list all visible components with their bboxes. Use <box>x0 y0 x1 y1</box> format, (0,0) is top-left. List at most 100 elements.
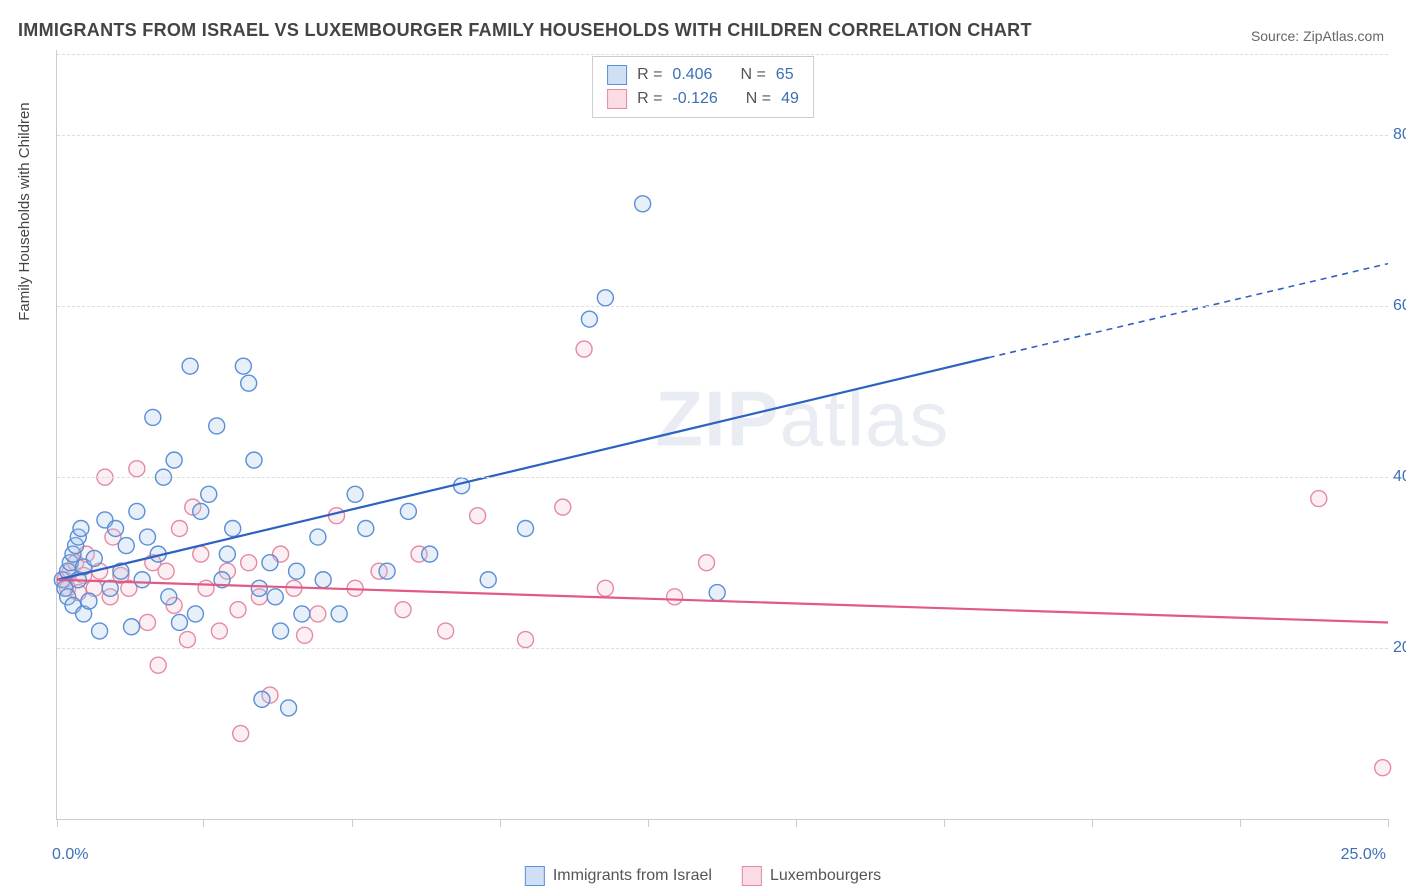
series-legend: Immigrants from Israel Luxembourgers <box>525 866 881 886</box>
data-point <box>140 614 156 630</box>
data-point <box>209 418 225 434</box>
data-point <box>438 623 454 639</box>
data-point <box>699 555 715 571</box>
legend-row-israel: R = 0.406 N = 65 <box>607 63 799 87</box>
data-point <box>158 563 174 579</box>
data-point <box>198 580 214 596</box>
data-point <box>581 311 597 327</box>
data-point <box>1311 491 1327 507</box>
legend-label-lux: Luxembourgers <box>770 867 881 885</box>
data-point <box>422 546 438 562</box>
legend-item-lux: Luxembourgers <box>742 866 881 886</box>
data-point <box>347 486 363 502</box>
swatch-israel <box>525 866 545 886</box>
data-point <box>145 409 161 425</box>
data-point <box>331 606 347 622</box>
data-point <box>667 589 683 605</box>
gridline <box>57 135 1388 136</box>
data-point <box>254 691 270 707</box>
data-point <box>310 606 326 622</box>
data-point <box>297 627 313 643</box>
data-point <box>187 606 203 622</box>
data-point <box>193 546 209 562</box>
data-point <box>81 593 97 609</box>
data-point <box>129 461 145 477</box>
data-point <box>108 520 124 536</box>
data-point <box>241 375 257 391</box>
data-point <box>635 196 651 212</box>
gridline <box>57 306 1388 307</box>
correlation-legend: R = 0.406 N = 65 R = -0.126 N = 49 <box>592 56 814 118</box>
trend-line-israel <box>57 358 989 580</box>
n-value-lux: 49 <box>781 90 799 108</box>
n-label: N = <box>740 66 765 84</box>
trend-line-israel-extrapolated <box>989 264 1388 358</box>
y-axis-title: Family Households with Children <box>16 102 33 320</box>
data-point <box>597 580 613 596</box>
data-point <box>193 503 209 519</box>
data-point <box>480 572 496 588</box>
chart-title: IMMIGRANTS FROM ISRAEL VS LUXEMBOURGER F… <box>18 20 1032 41</box>
scatter-plot-svg <box>57 50 1388 819</box>
data-point <box>150 657 166 673</box>
swatch-lux <box>607 89 627 109</box>
x-tick <box>1388 819 1389 827</box>
gridline <box>57 477 1388 478</box>
data-point <box>454 478 470 494</box>
data-point <box>400 503 416 519</box>
data-point <box>246 452 262 468</box>
data-point <box>129 503 145 519</box>
x-tick <box>500 819 501 827</box>
data-point <box>597 290 613 306</box>
data-point <box>518 520 534 536</box>
data-point <box>518 632 534 648</box>
x-tick <box>1092 819 1093 827</box>
x-tick <box>352 819 353 827</box>
data-point <box>315 572 331 588</box>
data-point <box>555 499 571 515</box>
data-point <box>251 580 267 596</box>
n-value-israel: 65 <box>776 66 794 84</box>
data-point <box>118 538 134 554</box>
data-point <box>230 602 246 618</box>
data-point <box>225 520 241 536</box>
data-point <box>294 606 310 622</box>
data-point <box>140 529 156 545</box>
data-point <box>86 550 102 566</box>
data-point <box>166 452 182 468</box>
gridline <box>57 54 1388 55</box>
x-tick <box>1240 819 1241 827</box>
chart-plot-area: ZIPatlas 20.0%40.0%60.0%80.0% <box>56 50 1388 820</box>
y-tick-label: 80.0% <box>1393 126 1406 144</box>
y-tick-label: 40.0% <box>1393 468 1406 486</box>
data-point <box>395 602 411 618</box>
data-point <box>576 341 592 357</box>
data-point <box>211 623 227 639</box>
swatch-israel <box>607 65 627 85</box>
y-tick-label: 20.0% <box>1393 639 1406 657</box>
data-point <box>310 529 326 545</box>
data-point <box>267 589 283 605</box>
data-point <box>179 632 195 648</box>
data-point <box>281 700 297 716</box>
data-point <box>171 614 187 630</box>
data-point <box>241 555 257 571</box>
x-axis-max-label: 25.0% <box>1341 846 1386 864</box>
data-point <box>134 572 150 588</box>
x-tick <box>203 819 204 827</box>
data-point <box>262 555 278 571</box>
data-point <box>219 546 235 562</box>
legend-row-lux: R = -0.126 N = 49 <box>607 87 799 111</box>
n-label: N = <box>746 90 771 108</box>
data-point <box>709 585 725 601</box>
data-point <box>379 563 395 579</box>
r-label: R = <box>637 66 662 84</box>
data-point <box>201 486 217 502</box>
x-axis-min-label: 0.0% <box>52 846 88 864</box>
data-point <box>1375 760 1391 776</box>
legend-item-israel: Immigrants from Israel <box>525 866 712 886</box>
y-tick-label: 60.0% <box>1393 297 1406 315</box>
legend-label-israel: Immigrants from Israel <box>553 867 712 885</box>
x-tick <box>944 819 945 827</box>
data-point <box>470 508 486 524</box>
